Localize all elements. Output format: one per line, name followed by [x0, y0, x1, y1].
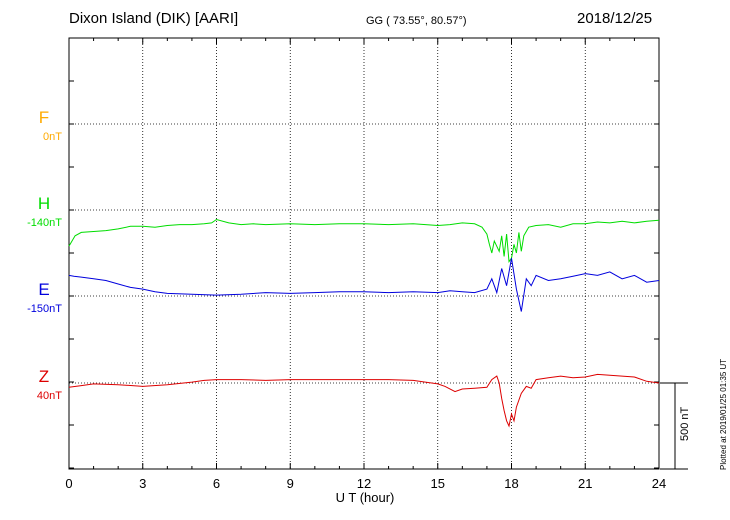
x-tick-label: 3 — [139, 476, 147, 491]
channel-E-label: E — [38, 280, 50, 299]
x-tick-label: 0 — [65, 476, 73, 491]
channel-E-baseline-value: -150nT — [27, 303, 62, 315]
date-label: 2018/12/25 — [577, 10, 653, 27]
channel-F-label: F — [38, 108, 50, 127]
x-tick-label: 9 — [286, 476, 294, 491]
x-tick-label: 12 — [356, 476, 372, 491]
x-axis-label: U T (hour) — [335, 490, 395, 505]
channel-F-baseline-value: 0nT — [43, 131, 62, 143]
x-tick-label: 18 — [504, 476, 519, 491]
series-H-line — [68, 218, 660, 263]
scale-bar — [660, 382, 688, 470]
plotted-timestamp: Plotted at 2019/01/25 01:35 UT — [719, 358, 728, 470]
x-tick-label: 15 — [430, 476, 445, 491]
station-title: Dixon Island (DIK) [AARI] — [69, 10, 239, 27]
x-tick-label: 24 — [651, 476, 667, 491]
x-tick-label: 21 — [578, 476, 593, 491]
channel-Z-label: Z — [38, 367, 50, 386]
channel-H-label: H — [37, 194, 51, 213]
plot-grid — [69, 38, 659, 469]
axis-ticks — [68, 37, 660, 469]
series-E-line — [68, 258, 660, 312]
channel-H-baseline-value: -140nT — [27, 217, 62, 229]
scale-bar-label: 500 nT — [679, 406, 691, 441]
geo-coordinates: GG ( 73.55°, 80.57°) — [366, 15, 467, 27]
x-tick-label: 6 — [212, 476, 221, 491]
channel-Z-baseline-value: 40nT — [36, 390, 62, 402]
series-Z-line — [68, 373, 660, 428]
data-series — [68, 218, 660, 428]
